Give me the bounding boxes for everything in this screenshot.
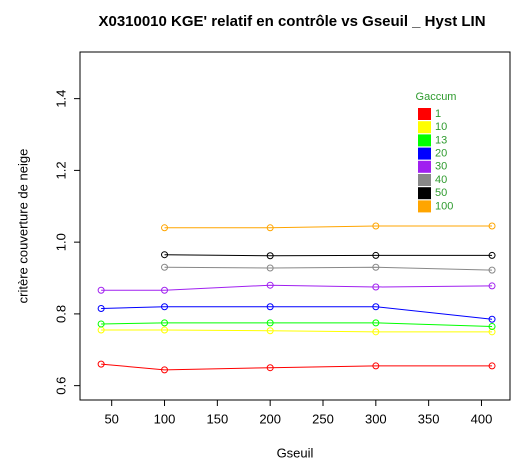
point xyxy=(161,303,169,311)
legend-label: 20 xyxy=(435,148,447,160)
x-tick-label: 200 xyxy=(259,411,281,426)
point xyxy=(161,224,169,232)
series-line xyxy=(101,363,493,371)
legend-label: 10 xyxy=(435,121,447,133)
legend-swatch xyxy=(418,147,431,160)
point xyxy=(372,263,380,271)
point xyxy=(488,362,496,370)
point xyxy=(488,251,496,259)
point xyxy=(488,266,496,274)
plot-frame xyxy=(79,51,511,401)
legend-label: 30 xyxy=(435,161,447,173)
point xyxy=(372,362,380,370)
point xyxy=(97,286,105,294)
point xyxy=(266,252,274,260)
legend-swatch xyxy=(418,174,431,186)
point xyxy=(372,222,380,230)
legend-swatch xyxy=(418,200,431,213)
x-tick-label: 400 xyxy=(471,411,493,426)
y-tick-label: 1.4 xyxy=(53,90,68,108)
legend-swatch xyxy=(418,134,431,147)
x-tick-label: 350 xyxy=(418,411,440,426)
point xyxy=(97,320,105,328)
series-line xyxy=(101,284,493,291)
series-line xyxy=(101,322,493,327)
series-line xyxy=(164,266,493,271)
legend-swatch xyxy=(418,121,431,134)
legend-label: 40 xyxy=(435,174,447,186)
x-tick-label: 100 xyxy=(154,411,176,426)
legend-label: 50 xyxy=(435,187,447,199)
chart-title: X0310010 KGE' relatif en contrôle vs Gse… xyxy=(98,13,485,30)
x-tick-label: 50 xyxy=(104,411,118,426)
point xyxy=(161,366,169,374)
point xyxy=(266,303,274,311)
y-axis-label: critère couverture de neige xyxy=(15,149,30,304)
point xyxy=(161,319,169,327)
point xyxy=(488,222,496,230)
legend-label: 13 xyxy=(435,134,447,146)
point xyxy=(266,224,274,232)
point xyxy=(266,327,274,335)
x-tick-label: 250 xyxy=(312,411,334,426)
y-tick-label: 0.8 xyxy=(53,305,68,323)
legend-label: 100 xyxy=(435,200,453,212)
point xyxy=(161,286,169,294)
point xyxy=(266,264,274,272)
y-tick-label: 1.0 xyxy=(53,233,68,251)
legend-swatch xyxy=(418,187,431,200)
legend-title: Gaccum xyxy=(416,91,457,103)
series-line xyxy=(101,306,493,320)
legend-swatch xyxy=(418,108,431,120)
y-tick-label: 0.6 xyxy=(53,377,68,395)
legend-swatch xyxy=(418,160,431,173)
y-tick-label: 1.2 xyxy=(53,161,68,179)
series-line xyxy=(164,254,493,257)
point xyxy=(266,319,274,327)
point xyxy=(488,315,496,323)
point xyxy=(488,322,496,330)
point xyxy=(266,364,274,372)
point xyxy=(488,282,496,290)
point xyxy=(97,360,105,368)
point xyxy=(97,305,105,313)
point xyxy=(161,326,169,334)
series-line xyxy=(101,329,493,333)
point xyxy=(372,251,380,259)
legend-label: 1 xyxy=(435,108,441,120)
x-tick-label: 300 xyxy=(365,411,387,426)
x-tick-label: 150 xyxy=(206,411,228,426)
point xyxy=(372,303,380,311)
series-line xyxy=(164,225,493,229)
point xyxy=(161,263,169,271)
point xyxy=(161,251,169,259)
point xyxy=(488,328,496,336)
point xyxy=(266,281,274,289)
point xyxy=(372,328,380,336)
x-axis-label: Gseuil xyxy=(277,445,314,460)
point xyxy=(372,283,380,291)
point xyxy=(372,319,380,327)
